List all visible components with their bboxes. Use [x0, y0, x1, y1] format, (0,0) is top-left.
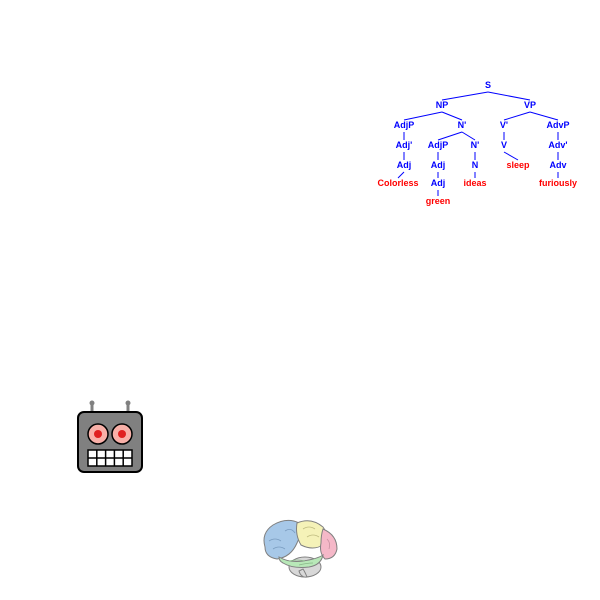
- tree-node-VP: VP: [524, 100, 536, 110]
- tree-node-N2: N': [471, 140, 480, 150]
- tree-node-N1: N': [458, 120, 467, 130]
- tree-node-V2: V: [501, 140, 507, 150]
- tree-node-ideas: ideas: [463, 178, 486, 188]
- tree-node-V1: V': [500, 120, 508, 130]
- tree-node-AdvP: AdvP: [546, 120, 569, 130]
- tree-node-NP: NP: [436, 100, 449, 110]
- tree-node-AdjP1: AdjP: [394, 120, 415, 130]
- brain-icon: [255, 515, 345, 580]
- tree-node-Adj4: Adj: [431, 178, 446, 188]
- tree-node-Colorless: Colorless: [377, 178, 418, 188]
- tree-node-Adj1: Adj': [396, 140, 413, 150]
- tree-node-Adv2: Adv: [549, 160, 566, 170]
- tree-node-Adj3: Adj: [431, 160, 446, 170]
- tree-node-AdjP2: AdjP: [428, 140, 449, 150]
- tree-node-green: green: [426, 196, 451, 206]
- diagram-canvas: S NP VP AdjP N' V' AdvP Adj' AdjP N' V Adv' Adj Adj Ns…: [0, 0, 600, 600]
- parse-tree: [0, 0, 600, 600]
- tree-node-S: S: [485, 80, 491, 90]
- tree-node-sleep: sleep: [506, 160, 529, 170]
- tree-node-N3: N: [472, 160, 479, 170]
- tree-node-Adj2: Adj: [397, 160, 412, 170]
- robot-icon: [74, 400, 146, 478]
- tree-node-Adv1: Adv': [548, 140, 567, 150]
- tree-node-furiously: furiously: [539, 178, 577, 188]
